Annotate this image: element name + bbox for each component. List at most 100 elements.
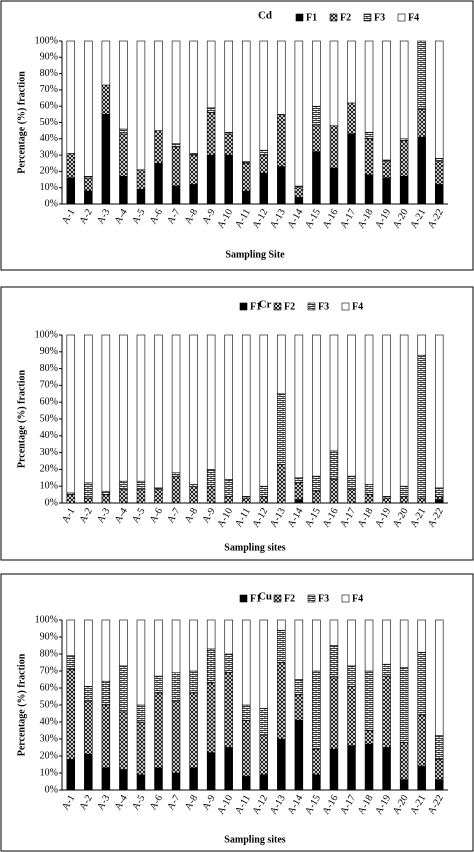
bar-segment bbox=[417, 497, 426, 504]
legend-label: F1 bbox=[306, 12, 317, 23]
x-tick-label: A-1 bbox=[60, 506, 77, 525]
x-tick-label: A-1 bbox=[60, 793, 77, 812]
x-tick-label: A-5 bbox=[130, 207, 147, 226]
bar-segment bbox=[241, 40, 251, 162]
y-tick-label: 50% bbox=[40, 413, 58, 424]
x-tick-label: A-20 bbox=[391, 506, 411, 529]
bar-segment bbox=[66, 494, 76, 504]
bar-segment bbox=[329, 125, 339, 169]
bar-segment bbox=[347, 475, 356, 490]
x-tick-label: A-12 bbox=[251, 207, 271, 230]
bar-segment bbox=[154, 767, 163, 791]
bar-segment bbox=[259, 774, 269, 791]
x-axis-label: Sampling Site bbox=[225, 249, 285, 260]
x-tick-label: A-10 bbox=[215, 207, 235, 230]
bar-segment bbox=[312, 748, 321, 776]
bar-segment bbox=[66, 619, 76, 657]
bar-segment bbox=[154, 334, 163, 489]
bar-segment bbox=[66, 40, 76, 154]
bar-segment bbox=[312, 105, 321, 127]
bar-segment bbox=[417, 765, 426, 791]
x-tick-label: A-16 bbox=[321, 793, 341, 816]
y-tick-label: 70% bbox=[40, 84, 58, 95]
bar-segment bbox=[84, 497, 93, 504]
bar-segment bbox=[347, 489, 356, 504]
bar-segment bbox=[241, 704, 251, 721]
y-tick-label: 0% bbox=[45, 784, 58, 795]
bar-segment bbox=[241, 719, 251, 777]
y-tick-label: 30% bbox=[40, 733, 58, 744]
bar-segment bbox=[224, 334, 233, 480]
bar-segment bbox=[277, 662, 286, 740]
bar-segment bbox=[277, 114, 286, 167]
x-tick-label: A-18 bbox=[356, 207, 376, 230]
bar-segment bbox=[189, 154, 198, 185]
bar-segment bbox=[224, 40, 233, 133]
bar-segment bbox=[364, 670, 374, 731]
y-tick-label: 20% bbox=[40, 750, 58, 761]
bar-segment bbox=[189, 619, 198, 672]
bar-segment bbox=[294, 694, 304, 721]
bar-segment bbox=[136, 619, 146, 706]
bar-segment bbox=[189, 767, 198, 791]
chart-title: Cr bbox=[259, 299, 272, 311]
bar-segment bbox=[329, 334, 339, 452]
legend-label: F3 bbox=[318, 593, 329, 604]
bar-segment bbox=[66, 668, 76, 760]
bar-segment bbox=[277, 619, 286, 631]
legend-label: F1 bbox=[250, 301, 261, 312]
bar-segment bbox=[382, 619, 391, 665]
y-axis-label: Percentage (%) fraction bbox=[16, 653, 27, 756]
y-tick-label: 0% bbox=[45, 497, 58, 508]
bar-segment bbox=[399, 742, 409, 781]
x-tick-label: A-3 bbox=[95, 793, 112, 812]
x-tick-label: A-14 bbox=[286, 506, 306, 529]
x-tick-label: A-22 bbox=[426, 207, 446, 230]
bar-segment bbox=[171, 701, 181, 774]
bar-segment bbox=[399, 485, 409, 497]
legend-label: F2 bbox=[340, 12, 351, 23]
x-tick-label: A-19 bbox=[373, 207, 393, 230]
bar-segment bbox=[329, 450, 339, 480]
bar-segment bbox=[294, 477, 304, 484]
legend-swatch bbox=[307, 594, 316, 603]
bar-segment bbox=[119, 480, 128, 490]
x-tick-label: A-14 bbox=[286, 207, 306, 230]
bar-segment bbox=[259, 619, 269, 709]
bar-segment bbox=[434, 184, 444, 205]
bar-segment bbox=[364, 40, 374, 133]
legend-label: F3 bbox=[318, 301, 329, 312]
bar-segment bbox=[417, 109, 426, 138]
y-tick-label: 70% bbox=[40, 380, 58, 391]
bar-segment bbox=[206, 334, 216, 470]
bar-segment bbox=[382, 675, 391, 748]
bar-segment bbox=[84, 334, 93, 484]
bar-segment bbox=[171, 40, 181, 144]
panel-border bbox=[0, 573, 474, 852]
bar-segment bbox=[241, 619, 251, 706]
bar-segment bbox=[329, 167, 339, 205]
bar-segment bbox=[434, 619, 444, 736]
bar-segment bbox=[434, 161, 444, 185]
bar-segment bbox=[171, 143, 181, 148]
bar-segment bbox=[399, 175, 409, 205]
bar-segment bbox=[399, 667, 409, 743]
bar-segment bbox=[277, 738, 286, 791]
y-tick-label: 10% bbox=[40, 767, 58, 778]
bar-segment bbox=[206, 682, 216, 753]
bar-segment bbox=[101, 84, 111, 115]
bar-segment bbox=[154, 692, 163, 769]
legend-label: F4 bbox=[352, 301, 363, 312]
x-tick-label: A-13 bbox=[268, 793, 288, 816]
bar-segment bbox=[434, 499, 444, 504]
bar-segment bbox=[171, 472, 181, 477]
x-tick-label: A-6 bbox=[148, 506, 165, 525]
bar-segment bbox=[206, 40, 216, 109]
bar-segment bbox=[119, 665, 128, 713]
bar-segment bbox=[224, 133, 233, 156]
legend-label: F3 bbox=[374, 12, 385, 23]
x-tick-label: A-20 bbox=[391, 207, 411, 230]
x-tick-label: A-19 bbox=[373, 793, 393, 816]
bar-segment bbox=[259, 485, 269, 497]
